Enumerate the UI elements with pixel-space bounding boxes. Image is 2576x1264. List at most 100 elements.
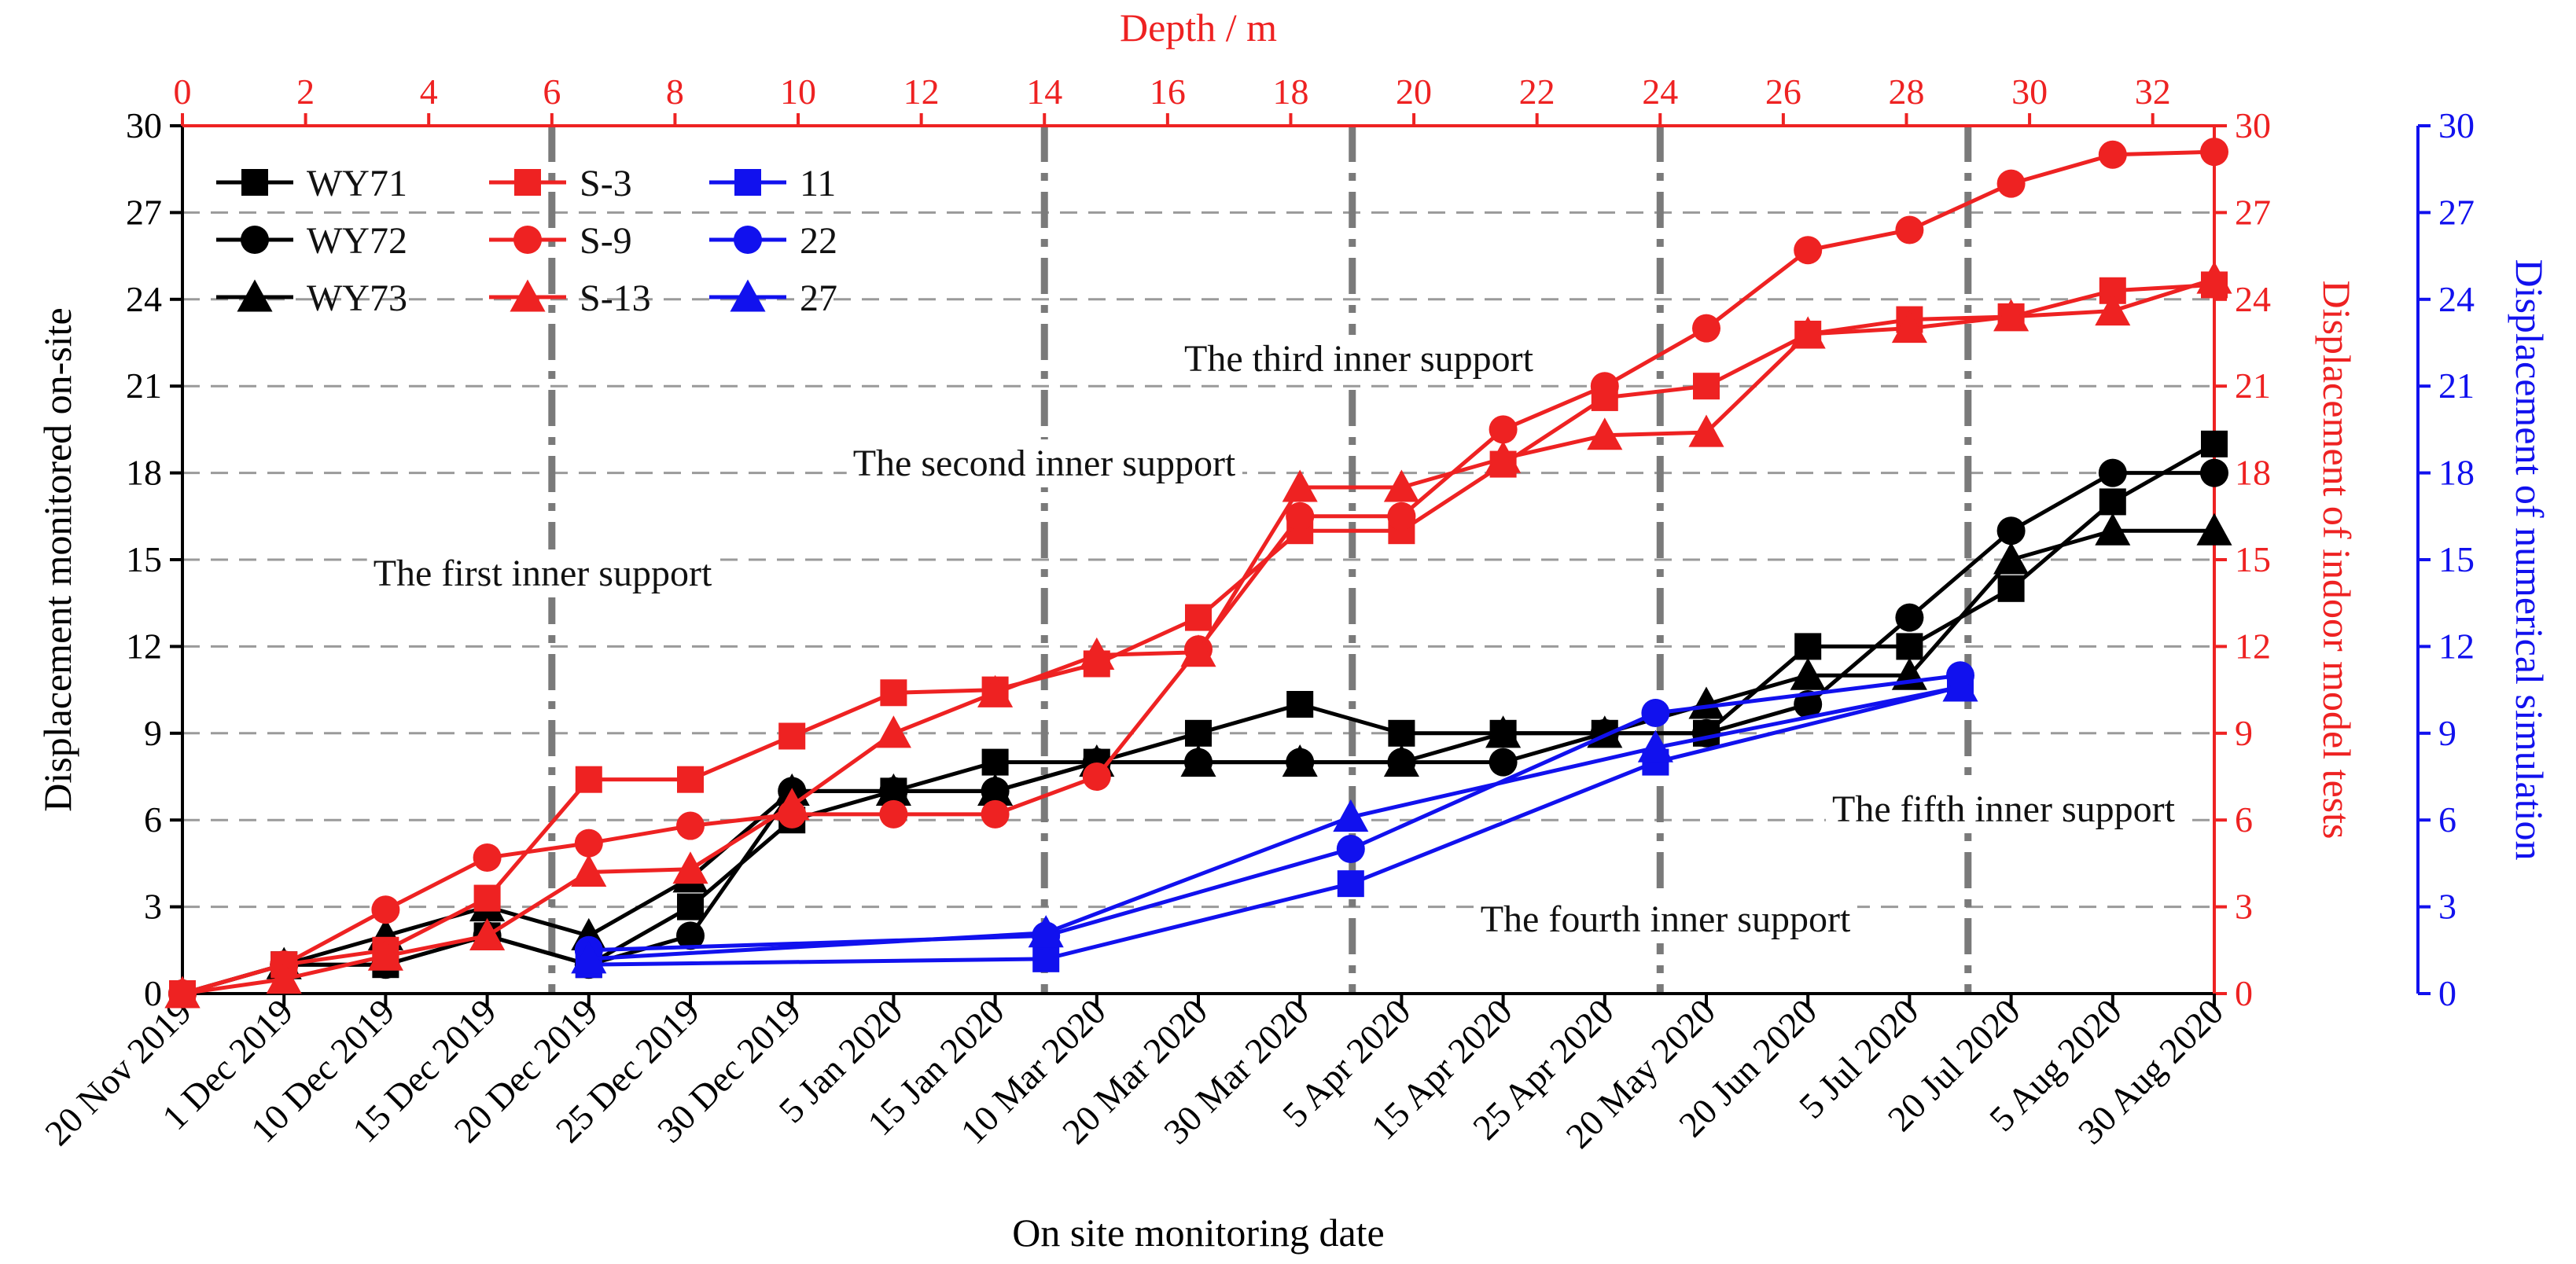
- data-point-circle: [2200, 138, 2228, 167]
- series-s-13: [164, 261, 2232, 1009]
- data-point-triangle: [730, 279, 766, 312]
- data-point-circle: [981, 799, 1010, 829]
- data-point-circle: [574, 829, 603, 858]
- data-point-triangle: [1180, 634, 1216, 667]
- data-point-circle: [1692, 314, 1720, 343]
- data-point-triangle: [1688, 414, 1724, 447]
- data-point-triangle: [875, 773, 911, 806]
- legend-item-22: 22: [709, 220, 837, 262]
- right-y-tick-label: 0: [2235, 973, 2253, 1013]
- data-point-triangle: [164, 976, 201, 1009]
- data-point-circle: [1895, 603, 1924, 632]
- series-layer: [164, 138, 2232, 1009]
- top-x-tick-label: 12: [903, 72, 940, 112]
- legend-label: WY72: [307, 220, 407, 262]
- data-point-triangle: [1790, 657, 1826, 690]
- numerical-y-tick-label: 0: [2438, 973, 2456, 1013]
- top-x-tick-label: 18: [1272, 72, 1308, 112]
- data-point-square: [734, 169, 761, 196]
- top-x-tick-label: 6: [543, 72, 561, 112]
- legend-label: S-13: [580, 277, 651, 319]
- data-point-triangle: [1587, 417, 1623, 450]
- top-x-tick-label: 26: [1765, 72, 1801, 112]
- top-x-tick-label: 32: [2135, 72, 2171, 112]
- data-point-triangle: [1383, 469, 1419, 502]
- right-y-tick-label: 27: [2235, 192, 2271, 232]
- legend-label: 27: [800, 277, 837, 319]
- numerical-y-tick-label: 27: [2438, 192, 2475, 232]
- right-y-tick-label: 15: [2235, 539, 2271, 579]
- data-point-triangle: [2095, 292, 2131, 326]
- annotation-background: [1474, 895, 1857, 943]
- data-point-square: [1286, 691, 1314, 718]
- left-y-axis-title: Displacement monitored on-site: [35, 307, 79, 812]
- annotation-label: The fourth inner support: [1481, 898, 1851, 940]
- legend-label: 22: [800, 220, 837, 262]
- data-point-triangle: [977, 674, 1014, 707]
- data-point-triangle: [1891, 310, 1927, 344]
- data-point-triangle: [977, 773, 1014, 806]
- left-y-tick-label: 9: [144, 713, 162, 753]
- data-point-circle: [879, 799, 908, 829]
- data-point-circle: [473, 843, 502, 873]
- data-point-circle: [1692, 718, 1720, 748]
- legend-label: 11: [800, 163, 836, 204]
- top-x-tick-label: 24: [1642, 72, 1678, 112]
- data-point-circle: [2098, 140, 2127, 169]
- left-y-tick-label: 0: [144, 973, 162, 1013]
- data-point-triangle: [571, 854, 607, 887]
- data-point-triangle: [1383, 744, 1419, 777]
- top-x-tick-label: 22: [1519, 72, 1555, 112]
- data-point-circle: [1286, 502, 1315, 531]
- legend-label: S-9: [580, 220, 632, 262]
- numerical-y-tick-label: 30: [2438, 105, 2475, 145]
- legend-item-11: 11: [709, 163, 836, 204]
- right-y-tick-label: 9: [2235, 713, 2253, 753]
- top-x-tick-label: 4: [420, 72, 438, 112]
- numerical-y-tick-label: 3: [2438, 887, 2456, 927]
- annotations-layer: The first inner support The second inner …: [366, 335, 2182, 943]
- data-point-square: [1693, 373, 1720, 400]
- data-point-square: [981, 748, 1009, 776]
- data-point-square: [1794, 633, 1822, 660]
- left-y-tick-label: 3: [144, 887, 162, 927]
- data-point-triangle: [237, 279, 273, 312]
- data-point-triangle: [367, 938, 403, 971]
- data-point-triangle: [510, 279, 546, 312]
- data-point-circle: [1641, 699, 1670, 728]
- data-point-triangle: [469, 917, 506, 950]
- data-point-circle: [1336, 835, 1365, 863]
- data-point-square: [1337, 870, 1364, 898]
- data-point-triangle: [1282, 744, 1318, 777]
- data-point-square: [575, 766, 602, 793]
- right-y-tick-label: 24: [2235, 279, 2271, 319]
- right-y-tick-label: 21: [2235, 366, 2271, 406]
- data-point-square: [677, 766, 704, 793]
- data-point-circle: [513, 226, 542, 254]
- data-point-circle: [1489, 748, 1518, 777]
- left-y-tick-label: 6: [144, 799, 162, 840]
- x-axis-title: On site monitoring date: [1012, 1211, 1385, 1255]
- annotation-label: The second inner support: [853, 443, 1236, 484]
- legend-item-wy73: WY73: [216, 277, 407, 319]
- data-point-triangle: [1637, 729, 1673, 762]
- data-point-circle: [1082, 762, 1111, 791]
- annotation-background: [366, 549, 719, 597]
- right-y-tick-label: 18: [2235, 453, 2271, 493]
- annotation-label: The fifth inner support: [1832, 788, 2176, 830]
- data-point-square: [514, 169, 541, 196]
- right-y-tick-label: 6: [2235, 799, 2253, 840]
- data-point-square: [1997, 575, 2025, 602]
- left-y-tick-label: 30: [126, 105, 162, 145]
- data-point-triangle: [2196, 261, 2232, 294]
- data-point-square: [778, 722, 806, 750]
- data-point-triangle: [1079, 637, 1115, 670]
- top-x-tick-label: 8: [666, 72, 684, 112]
- data-point-square: [1896, 633, 1923, 660]
- top-x-tick-label: 28: [1888, 72, 1924, 112]
- top-x-tick-label: 10: [780, 72, 816, 112]
- numerical-y-tick-label: 21: [2438, 366, 2475, 406]
- left-y-tick-label: 15: [126, 539, 162, 579]
- data-point-circle: [1895, 215, 1924, 244]
- data-point-triangle: [1333, 799, 1369, 832]
